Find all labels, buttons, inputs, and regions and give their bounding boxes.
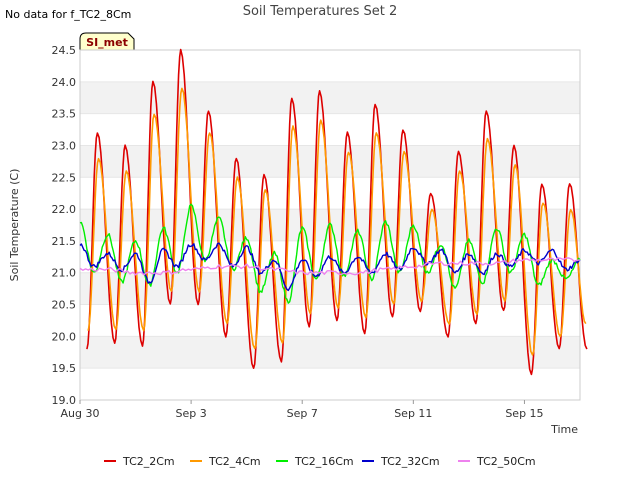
x-tick-label: Aug 30 xyxy=(61,407,100,420)
badge: SI_met xyxy=(79,32,135,51)
legend-item: TC2_50Cm xyxy=(458,455,536,468)
legend-label: TC2_50Cm xyxy=(476,455,536,468)
legend: TC2_2Cm TC2_4Cm TC2_16Cm TC2_32Cm TC2_50Cm xyxy=(104,455,536,468)
y-tick-label: 22.0 xyxy=(52,203,77,216)
y-tick-label: 23.0 xyxy=(52,139,77,152)
y-tick-label: 24.5 xyxy=(52,44,77,57)
legend-label: TC2_16Cm xyxy=(294,455,354,468)
series-line-TC2_16Cm xyxy=(79,203,581,304)
y-tick-label: 23.5 xyxy=(52,108,77,121)
y-tick-label: 24.0 xyxy=(52,76,77,89)
legend-label: TC2_32Cm xyxy=(380,455,440,468)
grid-bands xyxy=(80,49,580,401)
grid-band xyxy=(80,272,580,305)
y-tick-label: 19.0 xyxy=(52,394,77,407)
y-tick-label: 19.5 xyxy=(52,362,77,375)
legend-item: TC2_4Cm xyxy=(190,455,261,468)
x-tick-label: Sep 11 xyxy=(394,407,432,420)
y-tick-label: 20.5 xyxy=(52,299,77,312)
series-line-TC2_4Cm xyxy=(87,87,587,356)
series-line-TC2_50Cm xyxy=(79,257,581,276)
badge-label: SI_met xyxy=(86,36,128,49)
series-layer xyxy=(79,48,588,376)
grid-band xyxy=(80,81,580,114)
grid-band xyxy=(80,336,580,369)
legend-item: TC2_2Cm xyxy=(104,455,175,468)
nodata-note: No data for f_TC2_8Cm xyxy=(5,8,131,21)
y-tick-label: 21.0 xyxy=(52,267,77,280)
y-tick-label: 22.5 xyxy=(52,171,77,184)
x-tick-label: Sep 15 xyxy=(505,407,543,420)
legend-label: TC2_2Cm xyxy=(122,455,175,468)
chart-title: Soil Temperatures Set 2 xyxy=(243,4,398,19)
series-line-TC2_2Cm xyxy=(86,48,588,376)
x-axis: Aug 30 Sep 3 Sep 7 Sep 11 Sep 15 xyxy=(61,400,544,420)
legend-item: TC2_32Cm xyxy=(362,455,440,468)
y-tick-label: 20.0 xyxy=(52,330,77,343)
y-axis: 19.0 19.5 20.0 20.5 21.0 21.5 22.0 22.5 23.0 23.5… xyxy=(52,44,77,407)
x-axis-label: Time xyxy=(550,423,578,436)
grid-band xyxy=(80,145,580,178)
legend-item: TC2_16Cm xyxy=(276,455,354,468)
plot-area xyxy=(79,49,581,401)
y-axis-label: Soil Temperature (C) xyxy=(8,169,21,282)
y-tick-label: 21.5 xyxy=(52,235,77,248)
legend-label: TC2_4Cm xyxy=(208,455,261,468)
series-line-TC2_32Cm xyxy=(79,242,581,292)
x-tick-label: Sep 3 xyxy=(175,407,206,420)
x-tick-label: Sep 7 xyxy=(287,407,318,420)
